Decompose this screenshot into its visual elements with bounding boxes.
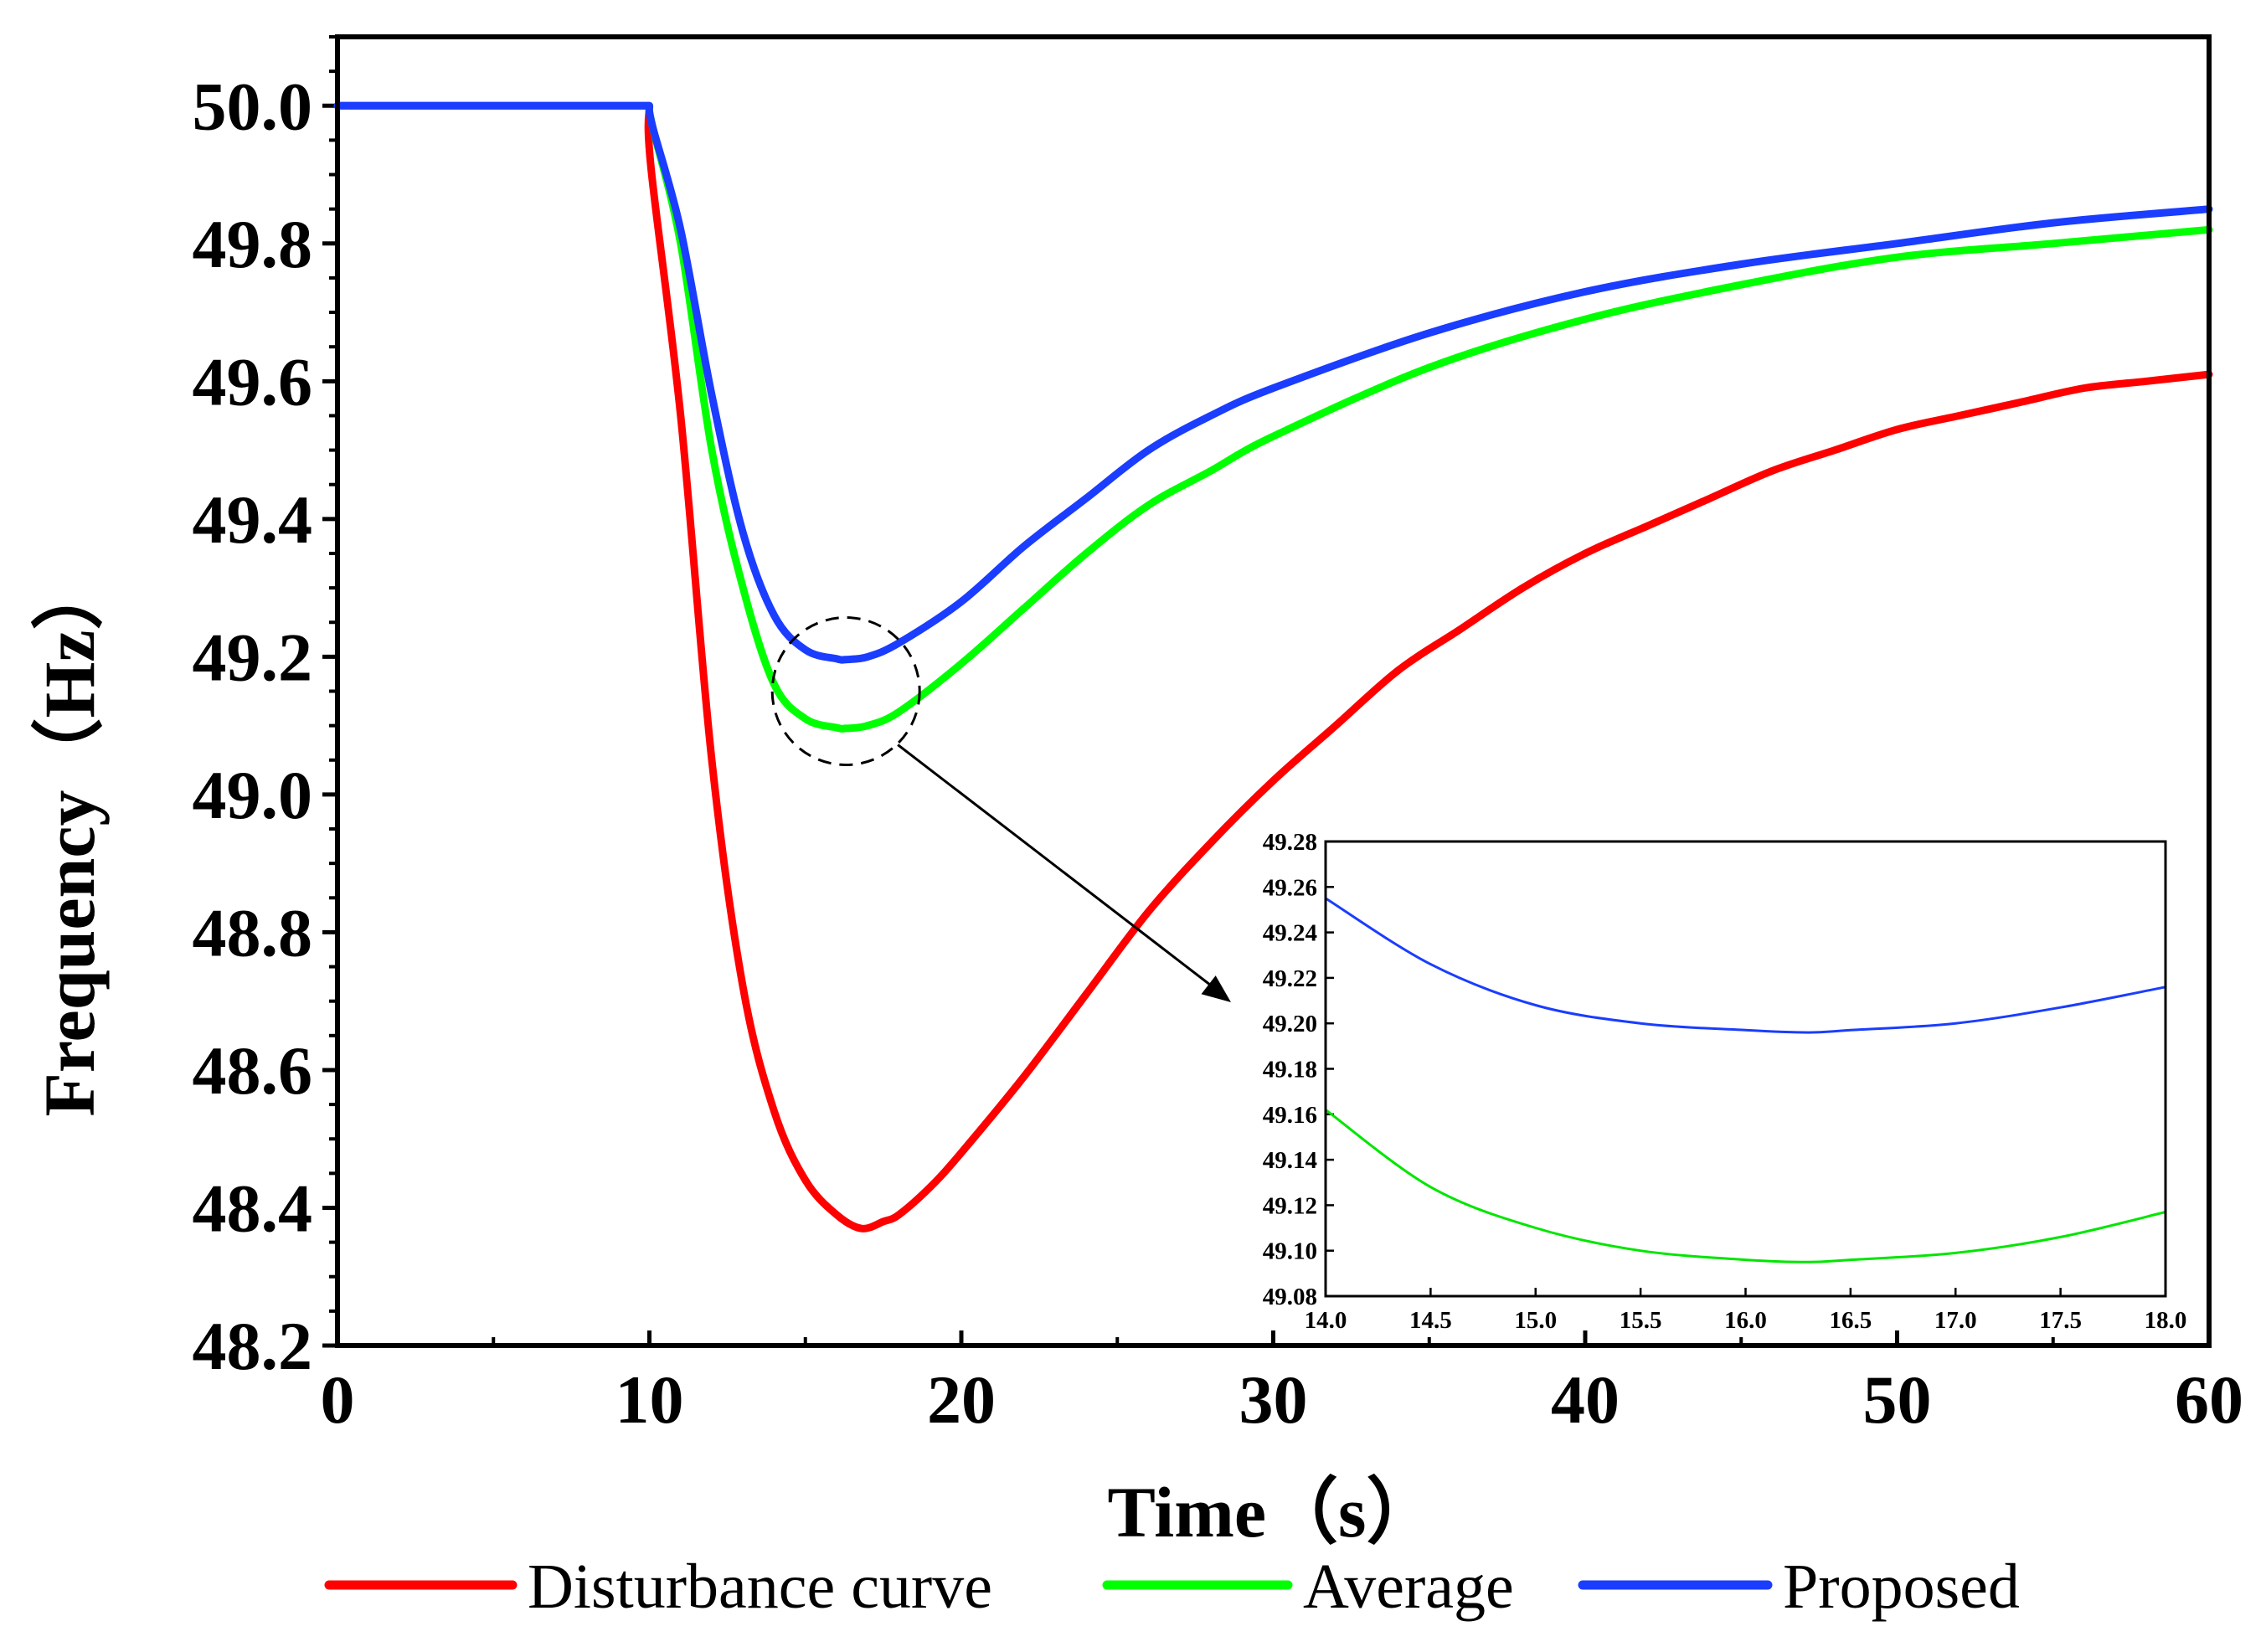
inset-series-lines [1325,897,2166,1263]
inset-chart: 14.0 14.5 15.0 15.5 16.0 16.5 17.0 17.5 18.0 49.… [1263,829,2187,1334]
series-line-average [333,101,2213,733]
legend-label: Proposed [1783,1552,2020,1622]
x-tick-label: 0 [321,1361,355,1438]
inset-y-tick-label: 49.24 [1263,920,1317,947]
legend: Disturbance curve Average Proposed [324,1552,2020,1622]
y-tick-label: 49.4 [193,481,313,558]
inset-series-line-average [1325,1109,2166,1263]
y-tick-label: 49.2 [193,619,313,695]
zoom-circle [770,616,921,766]
inset-y-tick-label: 49.20 [1263,1011,1317,1037]
main-series-lines [333,101,2213,1233]
plot-frame [335,34,2212,1348]
inset-y-tick-label: 49.26 [1263,874,1317,901]
inset-series-line-proposed [1325,897,2166,1034]
inset-x-tick-label: 17.0 [1934,1307,1977,1334]
inset-x-tick-label: 14.5 [1409,1307,1452,1334]
x-tick-label: 20 [927,1361,996,1438]
inset-x-tick-label: 15.0 [1514,1307,1557,1334]
inset-x-tick-label: 17.5 [2039,1307,2082,1334]
x-tick-label: 10 [615,1361,684,1438]
y-tick-label: 48.6 [193,1032,313,1109]
y-tick-label: 50.0 [193,68,313,144]
zoom-annotation [770,616,1231,1002]
x-tick-labels: 0 10 20 30 40 50 60 [321,1361,2244,1438]
inset-x-tick-label: 16.5 [1830,1307,1872,1334]
inset-x-tick-labels: 14.0 14.5 15.0 15.5 16.0 16.5 17.0 17.5 18.0 [1305,1307,2187,1334]
zoom-arrow-line [897,744,1218,992]
inset-y-tick-label: 49.14 [1263,1147,1317,1174]
inset-y-tick-label: 49.18 [1263,1057,1317,1083]
inset-y-tick-label: 49.08 [1263,1284,1317,1310]
inset-y-tick-labels: 49.08 49.10 49.12 49.14 49.16 49.18 49.20 49.22… [1263,829,1317,1310]
y-tick-label: 49.8 [193,206,313,282]
inset-x-tick-label: 15.5 [1620,1307,1662,1334]
y-tick-label: 48.4 [193,1170,313,1246]
x-tick-label: 30 [1239,1361,1308,1438]
inset-y-tick-label: 49.10 [1263,1238,1317,1265]
y-tick-label: 48.2 [193,1308,313,1384]
y-tick-labels: 48.2 48.4 48.6 48.8 49.0 49.2 49.4 49.6 49.8 50.0 [193,68,313,1384]
inset-frame [1324,840,2167,1298]
inset-x-tick-label: 14.0 [1305,1307,1347,1334]
x-tick-label: 60 [2175,1361,2243,1438]
inset-y-tick-label: 49.12 [1263,1192,1317,1219]
y-tick-label: 49.0 [193,757,313,833]
y-axis-title: Frequency（Hz） [29,558,110,1116]
y-tick-label: 49.6 [193,343,313,419]
legend-label: Average [1303,1552,1514,1622]
inset-x-tick-label: 18.0 [2145,1307,2187,1334]
inset-y-tick-label: 49.16 [1263,1102,1317,1129]
legend-label: Disturbance curve [528,1552,992,1622]
x-axis-title: Time（s） [1108,1472,1439,1552]
series-line-disturbance-curve [333,101,2213,1233]
x-tick-label: 40 [1551,1361,1620,1438]
inset-y-tick-label: 49.22 [1263,965,1317,992]
y-tick-label: 48.8 [193,894,313,970]
series-line-proposed [333,101,2213,664]
inset-background [1326,841,2166,1296]
inset-x-tick-label: 16.0 [1724,1307,1767,1334]
inset-y-tick-label: 49.28 [1263,829,1317,856]
x-tick-label: 50 [1863,1361,1932,1438]
zoom-arrow-head [1201,975,1231,1002]
